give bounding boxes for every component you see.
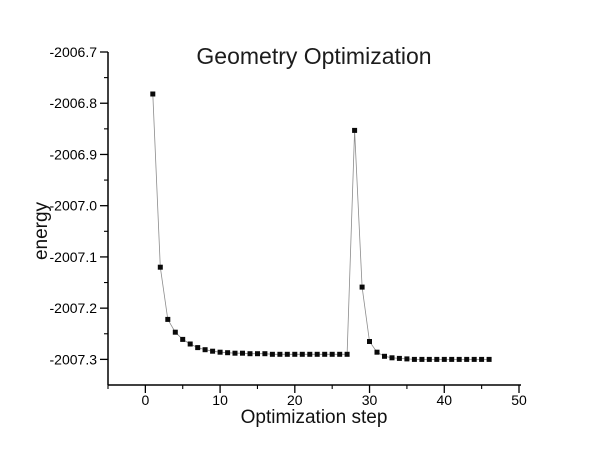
y-axis-tick-label: -2006.8 <box>50 95 98 111</box>
data-point <box>479 356 485 362</box>
series-line <box>152 93 490 360</box>
data-point <box>471 356 477 362</box>
data-point <box>449 356 455 362</box>
data-point <box>255 351 260 357</box>
data-point <box>396 355 402 361</box>
data-point <box>157 264 163 270</box>
data-point <box>180 336 186 342</box>
y-axis-tick-label: -2007.3 <box>50 351 98 367</box>
data-point <box>464 356 470 362</box>
data-point <box>292 351 298 357</box>
data-point <box>382 353 387 359</box>
data-point <box>240 350 245 356</box>
data-point <box>307 351 313 357</box>
data-point <box>426 356 432 362</box>
data-point <box>172 329 178 335</box>
data-point <box>277 351 283 357</box>
data-point <box>359 284 365 290</box>
data-point <box>456 356 462 362</box>
y-axis-tick-label: -2006.7 <box>50 44 98 60</box>
data-point <box>225 350 231 356</box>
data-point <box>344 351 350 357</box>
x-axis-title: Optimization step <box>240 407 388 428</box>
y-axis-tick-label: -2007.2 <box>50 300 98 316</box>
data-point <box>217 349 223 355</box>
x-axis-tick-label: 30 <box>362 392 378 408</box>
x-axis-tick-label: 0 <box>141 392 149 408</box>
data-point <box>232 350 238 356</box>
data-point <box>419 356 425 362</box>
data-point <box>247 351 253 357</box>
data-point <box>299 351 305 357</box>
data-point <box>434 356 440 362</box>
x-axis-tick-label: 20 <box>287 392 303 408</box>
data-point <box>187 341 193 347</box>
data-point <box>329 351 335 357</box>
data-point <box>195 345 201 351</box>
y-axis-tick-label: -2007.1 <box>50 249 98 265</box>
x-axis-tick-label: 40 <box>436 392 452 408</box>
data-point <box>202 347 208 353</box>
data-point <box>262 351 268 357</box>
data-point <box>352 127 358 133</box>
data-point <box>165 316 171 322</box>
data-point <box>404 356 410 362</box>
data-point <box>269 351 275 357</box>
data-point <box>486 356 492 362</box>
y-axis-title: energy <box>31 201 52 261</box>
data-point <box>411 356 417 362</box>
data-point <box>284 351 290 357</box>
data-point <box>322 351 328 357</box>
x-axis-tick-label: 50 <box>511 392 527 408</box>
data-point <box>337 351 343 357</box>
data-point <box>374 349 380 355</box>
data-point <box>441 356 447 362</box>
chart-title: Geometry Optimization <box>196 43 432 69</box>
x-axis-tick-label: 10 <box>212 392 228 408</box>
data-point <box>210 348 216 354</box>
data-point <box>367 339 372 344</box>
data-point <box>389 355 395 361</box>
y-axis-tick-label: -2007.0 <box>50 198 98 214</box>
data-point <box>314 351 320 357</box>
y-axis-tick-label: -2006.9 <box>50 146 98 162</box>
data-point <box>150 91 156 97</box>
